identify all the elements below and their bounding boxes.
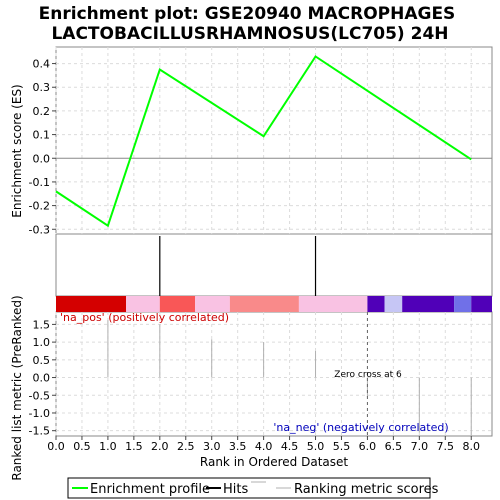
- x-tick-label-3: 1.5: [125, 440, 143, 453]
- es-y-tick-label-0: 0.4: [33, 58, 51, 71]
- metric-y-tick-label-6: -1.5: [29, 425, 50, 438]
- x-tick-label-10: 5.0: [307, 440, 325, 453]
- enrichment-profile-line: [55, 55, 472, 228]
- legend-box: [67, 477, 431, 499]
- heat-segment-10: [471, 296, 492, 312]
- heat-segment-0: [56, 296, 127, 312]
- heat-segment-9: [454, 296, 472, 312]
- metric-y-tick-label-2: 0.5: [33, 354, 51, 367]
- metric-panel: [55, 311, 493, 437]
- legend-label-profile: Enrichment profile: [90, 482, 210, 497]
- hits-panel: [55, 233, 493, 297]
- x-tick-label-15: 7.5: [437, 440, 455, 453]
- es-y-tick-label-7: -0.3: [29, 223, 50, 236]
- heat-segment-6: [367, 296, 385, 312]
- x-tick-label-13: 6.5: [385, 440, 403, 453]
- es-y-tick-label-3: 0.1: [33, 129, 51, 142]
- x-tick-label-4: 2.0: [151, 440, 169, 453]
- x-tick-label-2: 1.0: [99, 440, 117, 453]
- heat-segment-2: [159, 296, 196, 312]
- x-tick-label-1: 0.5: [73, 440, 91, 453]
- x-tick-label-16: 8.0: [462, 440, 480, 453]
- metric-y-axis: 1.5 1.0 0.5 0.0 -0.5 -1.0 -1.5: [29, 318, 56, 438]
- ranking-metric-bars: [107, 312, 472, 436]
- title-line-2: LACTOBACILLUSRHAMNOSUS(LC705) 24H: [51, 24, 448, 44]
- heat-segment-1: [126, 296, 160, 312]
- es-y-tick-label-1: 0.3: [33, 81, 51, 94]
- zero-cross-annotation: Zero cross at 6: [334, 370, 402, 380]
- x-tick-label-7: 3.5: [229, 440, 247, 453]
- heat-segment-3: [195, 296, 230, 312]
- neg-annotation: 'na_neg' (negatively correlated): [273, 421, 448, 434]
- es-y-tick-label-5: -0.1: [29, 176, 50, 189]
- metric-y-tick-label-5: -1.0: [29, 407, 50, 420]
- legend-label-metric: Ranking metric scores: [294, 482, 439, 497]
- heat-segment-7: [384, 296, 403, 312]
- es-y-axis: 0.4 0.3 0.2 0.1 0.0 -0.1 -0.2 -0.3: [29, 58, 56, 236]
- x-tick-label-11: 5.5: [333, 440, 351, 453]
- title-line-1: Enrichment plot: GSE20940 MACROPHAGES: [39, 4, 456, 24]
- es-gridlines: [55, 47, 492, 234]
- es-y-tick-label-2: 0.2: [33, 105, 51, 118]
- metric-y-tick-label-3: 0.0: [33, 372, 51, 385]
- es-y-tick-label-4: 0.0: [33, 152, 51, 165]
- legend-label-hits: Hits: [223, 482, 248, 497]
- pos-annotation: 'na_pos' (positively correlated): [60, 311, 229, 324]
- y-axis-label-top: Enrichment score (ES): [10, 84, 24, 217]
- metric-y-tick-label-1: 1.0: [33, 336, 51, 349]
- x-tick-label-0: 0.0: [47, 440, 65, 453]
- x-tick-label-8: 4.0: [255, 440, 273, 453]
- x-tick-label-12: 6.0: [359, 440, 377, 453]
- ranking-heat-bar: [56, 296, 492, 312]
- x-tick-label-5: 2.5: [177, 440, 195, 453]
- x-tick-label-6: 3.0: [203, 440, 221, 453]
- es-y-tick-label-6: -0.2: [29, 200, 50, 213]
- x-tick-label-14: 7.0: [411, 440, 429, 453]
- metric-y-tick-label-0: 1.5: [33, 318, 51, 331]
- x-axis-label: Rank in Ordered Dataset: [200, 455, 348, 469]
- heat-segment-5: [298, 296, 368, 312]
- x-axis: 0.0 0.5 1.0 1.5 2.0 2.5 3.0 3.5 4.0 4.5 5.0 5.5 6.0 6…: [47, 436, 480, 453]
- metric-y-tick-label-4: -0.5: [29, 389, 50, 402]
- legend: Enrichment profile Hits Ranking metric s…: [67, 477, 439, 499]
- enrichment-profile-series: [55, 55, 472, 228]
- heat-segment-8: [402, 296, 455, 312]
- x-tick-label-9: 4.5: [281, 440, 299, 453]
- hit-lines: [159, 236, 317, 296]
- y-axis-label-bottom: Ranked list metric (PreRanked): [10, 295, 24, 480]
- heat-segment-4: [229, 296, 299, 312]
